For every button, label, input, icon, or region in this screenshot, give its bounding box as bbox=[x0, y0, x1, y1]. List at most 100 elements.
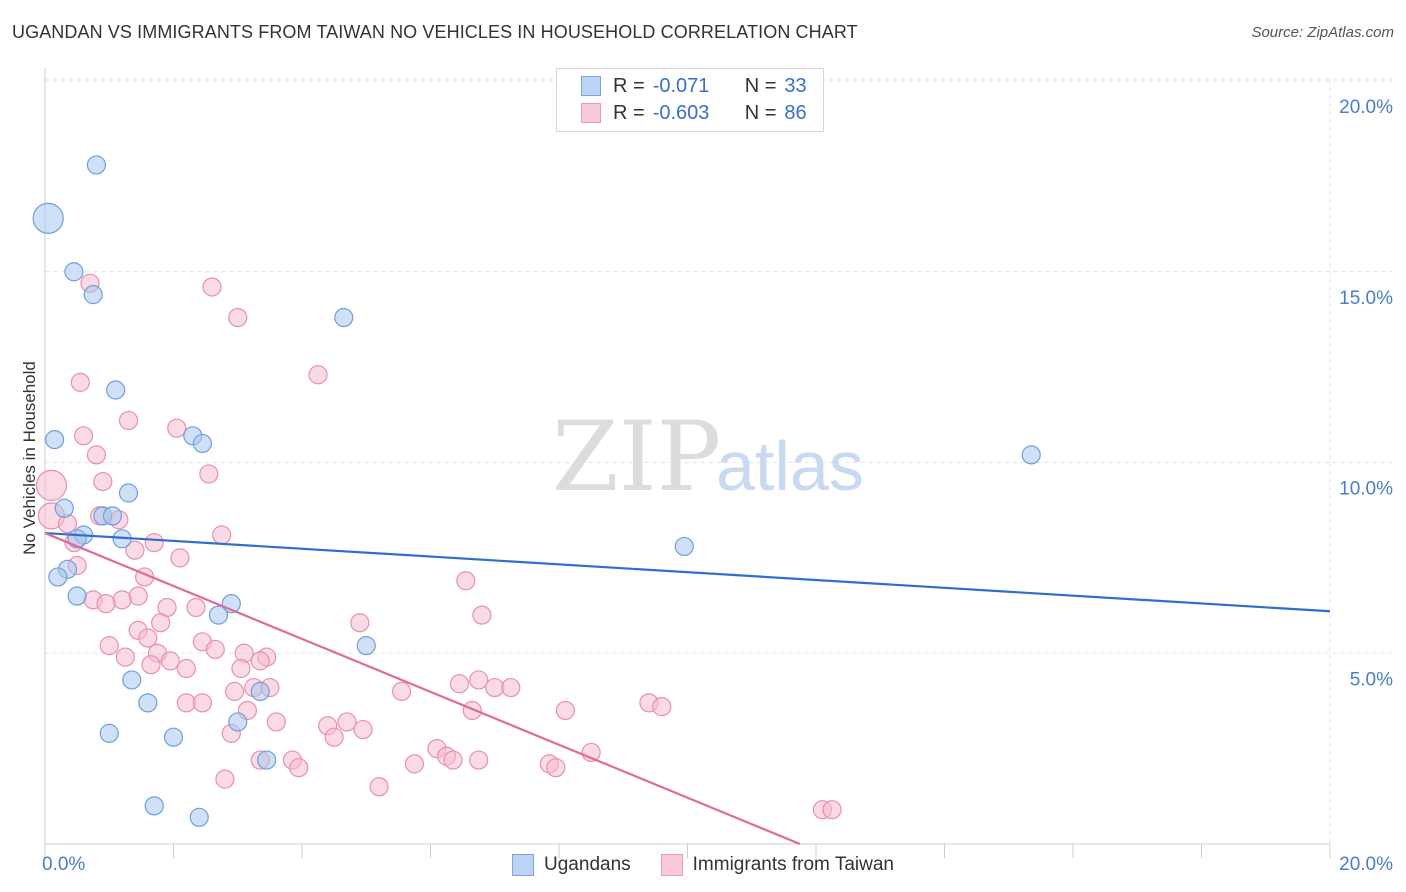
watermark: ZIP atlas bbox=[552, 401, 864, 513]
taiwan-point bbox=[202, 277, 222, 297]
taiwan-point bbox=[144, 533, 164, 553]
taiwan-point bbox=[86, 445, 107, 465]
taiwan-point bbox=[176, 658, 196, 679]
y-tick-label: 15.0% bbox=[1339, 288, 1393, 309]
ugandan-point bbox=[102, 506, 123, 526]
taiwan-point bbox=[176, 693, 196, 713]
ugandans-trend-line bbox=[44, 531, 1331, 613]
ugandan-point bbox=[86, 155, 107, 175]
ugandan-point bbox=[54, 498, 74, 518]
taiwan-point bbox=[167, 418, 187, 438]
ugandan-point bbox=[1021, 445, 1041, 465]
taiwan-point bbox=[138, 628, 158, 648]
series-ugandans-points bbox=[32, 155, 1041, 827]
ugandan-point bbox=[334, 307, 354, 328]
taiwan-point bbox=[250, 651, 270, 671]
taiwan-point bbox=[112, 590, 132, 610]
legend-r-value: -0.071 bbox=[652, 74, 710, 97]
taiwan-point bbox=[546, 758, 566, 778]
ugandan-point bbox=[45, 430, 65, 450]
taiwan-point bbox=[324, 727, 344, 747]
legend-item-ugandans: Ugandans bbox=[512, 854, 631, 876]
taiwan-point bbox=[266, 712, 286, 732]
y-tick-label: 5.0% bbox=[1350, 669, 1393, 690]
taiwan-point bbox=[443, 750, 463, 770]
ugandan-point bbox=[674, 536, 694, 557]
taiwan-point bbox=[391, 681, 412, 702]
ugandan-point bbox=[257, 750, 277, 770]
x-tick-labels: 0.0% 20.0% bbox=[42, 854, 1393, 875]
taiwan-trend-line bbox=[44, 532, 801, 846]
legend-swatch-pink bbox=[660, 854, 683, 876]
taiwan-point bbox=[462, 700, 482, 721]
y-tick-labels: 5.0% 10.0% 15.0% 20.0% bbox=[1339, 97, 1393, 690]
ugandan-point bbox=[118, 483, 139, 503]
y-tick-label: 20.0% bbox=[1339, 97, 1393, 118]
taiwan-point bbox=[199, 464, 219, 484]
legend-n-value: 33 bbox=[784, 74, 807, 97]
legend-item-taiwan: Immigrants from Taiwan bbox=[660, 854, 894, 876]
ugandan-point bbox=[144, 796, 164, 816]
legend-swatch-pink bbox=[581, 103, 601, 123]
taiwan-point bbox=[449, 674, 470, 694]
legend-row-ugandans: R = -0.071 N = 33 bbox=[581, 74, 807, 98]
taiwan-point bbox=[369, 777, 389, 797]
watermark-atlas: atlas bbox=[716, 427, 864, 505]
ugandan-point bbox=[67, 586, 87, 606]
taiwan-point bbox=[350, 613, 370, 633]
legend-n-label: N = bbox=[744, 101, 777, 124]
ugandan-point bbox=[189, 807, 209, 827]
taiwan-point bbox=[35, 469, 68, 501]
taiwan-point bbox=[170, 548, 190, 568]
legend-swatch-blue bbox=[512, 854, 535, 876]
taiwan-point bbox=[308, 365, 328, 385]
legend-label-ugandans: Ugandans bbox=[544, 854, 631, 875]
ugandan-point bbox=[208, 605, 229, 625]
taiwan-point bbox=[555, 700, 576, 721]
ugandan-point bbox=[83, 285, 103, 305]
legend-label-taiwan: Immigrants from Taiwan bbox=[692, 854, 894, 875]
legend-swatch-blue bbox=[581, 76, 601, 96]
taiwan-point bbox=[231, 658, 251, 679]
taiwan-point bbox=[186, 597, 206, 618]
taiwan-point bbox=[228, 307, 248, 328]
ugandan-point bbox=[32, 202, 64, 234]
taiwan-point bbox=[93, 471, 113, 492]
ugandan-point bbox=[67, 529, 87, 549]
legend-r-value: -0.603 bbox=[652, 101, 710, 124]
legend-n-value: 86 bbox=[784, 101, 807, 124]
taiwan-point bbox=[70, 372, 90, 392]
taiwan-point bbox=[353, 719, 373, 740]
legend-r-label: R = bbox=[613, 101, 645, 124]
taiwan-point bbox=[160, 651, 180, 671]
y-tick-label: 10.0% bbox=[1339, 479, 1393, 500]
taiwan-point bbox=[472, 605, 492, 625]
ugandan-point bbox=[48, 567, 68, 587]
ugandan-point bbox=[138, 693, 158, 713]
taiwan-point bbox=[118, 410, 139, 431]
trend-lines bbox=[44, 531, 1331, 846]
series-taiwan-points bbox=[35, 273, 842, 820]
series-legend: Ugandans Immigrants from Taiwan bbox=[0, 851, 1406, 879]
ugandan-point bbox=[99, 723, 119, 743]
x-tick-label: 20.0% bbox=[1339, 854, 1393, 875]
taiwan-point bbox=[128, 586, 148, 606]
taiwan-point bbox=[404, 754, 425, 774]
ugandan-point bbox=[356, 636, 376, 656]
watermark-zip: ZIP bbox=[552, 401, 721, 513]
y-axis-label: No Vehicles in Household bbox=[20, 361, 39, 555]
taiwan-point bbox=[485, 677, 505, 698]
taiwan-point bbox=[337, 712, 357, 732]
taiwan-point bbox=[456, 571, 476, 591]
taiwan-point bbox=[469, 670, 489, 690]
ugandan-point bbox=[64, 262, 84, 282]
axes bbox=[44, 68, 1331, 858]
stats-legend: R = -0.071 N = 33 R = -0.603 N = 86 bbox=[556, 68, 824, 132]
taiwan-point bbox=[224, 681, 245, 702]
taiwan-point bbox=[205, 639, 225, 660]
chart-title: UGANDAN VS IMMIGRANTS FROM TAIWAN NO VEH… bbox=[12, 22, 858, 42]
taiwan-point bbox=[469, 750, 489, 770]
taiwan-point bbox=[96, 594, 116, 614]
taiwan-point bbox=[212, 525, 232, 545]
